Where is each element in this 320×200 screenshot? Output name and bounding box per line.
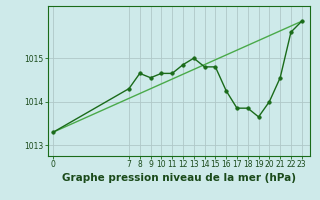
X-axis label: Graphe pression niveau de la mer (hPa): Graphe pression niveau de la mer (hPa) [62,173,296,183]
